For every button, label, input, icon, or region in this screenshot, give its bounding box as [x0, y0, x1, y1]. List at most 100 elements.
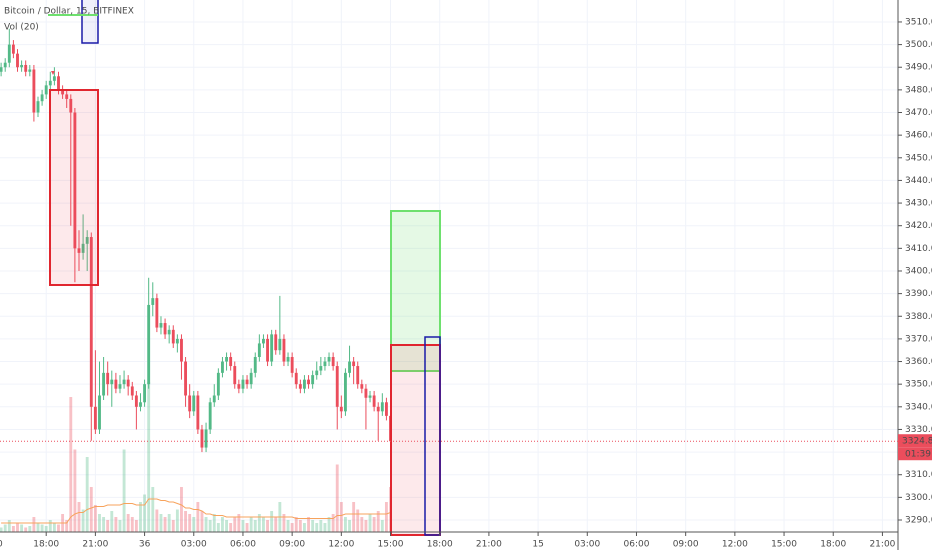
volume-bar: [249, 517, 253, 532]
candle-body: [102, 372, 106, 396]
candle-body: [307, 379, 310, 385]
candle-body: [143, 384, 147, 403]
candle-body: [331, 357, 335, 367]
volume-bar: [44, 526, 48, 532]
candle-body: [184, 361, 188, 396]
volume-bar: [73, 449, 77, 532]
candle-body: [167, 329, 171, 335]
candle-body: [110, 379, 114, 385]
volume-label: Vol (20): [4, 23, 39, 33]
drawn-box: [81, 0, 99, 44]
volume-bar: [147, 382, 151, 532]
volume-bar: [237, 514, 241, 532]
x-tick-label: 06:00: [230, 540, 256, 550]
volume-bar: [233, 517, 237, 532]
y-tick-label: 3430.0: [905, 199, 932, 209]
volume-bar: [171, 520, 175, 532]
volume-bar: [352, 502, 356, 532]
volume-bar: [143, 494, 147, 532]
candle-body: [352, 361, 356, 367]
y-tick-label: 3480.0: [905, 85, 932, 95]
volume-bar: [126, 514, 130, 532]
x-tick-label: 36: [139, 540, 151, 550]
volume-bar: [360, 517, 364, 532]
candle-body: [139, 402, 142, 407]
candle-body: [77, 248, 81, 253]
volume-bar: [139, 502, 142, 532]
volume-bar: [229, 523, 233, 532]
candle-body: [52, 76, 56, 81]
candle-body: [175, 338, 179, 344]
candle-body: [315, 370, 319, 376]
volume-bar: [180, 487, 183, 532]
candle-layer: [0, 28, 392, 453]
candle-body: [3, 62, 7, 68]
x-tick-label: 00: [0, 540, 3, 550]
grid: [0, 0, 898, 532]
candle-body: [163, 323, 167, 335]
candle-body: [348, 361, 351, 373]
volume-bar: [85, 457, 89, 532]
y-tick-label: 3420.0: [905, 221, 932, 231]
y-tick-label: 3300.0: [905, 493, 932, 503]
volume-bar: [303, 523, 306, 532]
candle-body: [81, 243, 85, 253]
x-tick-label: 06:00: [624, 540, 650, 550]
y-tick-label: 3340.0: [905, 402, 932, 412]
candle-body: [327, 357, 331, 362]
candle-body: [57, 76, 60, 90]
volume-bar: [89, 487, 93, 532]
y-tick-label: 3500.0: [905, 40, 932, 50]
volume-bar: [16, 523, 19, 532]
candle-body: [69, 98, 73, 113]
candle-body: [98, 395, 101, 430]
candle-body: [130, 386, 134, 396]
candle-body: [319, 366, 323, 371]
y-tick-label: 3350.0: [905, 380, 932, 390]
y-tick-label: 3360.0: [905, 357, 932, 367]
candle-body: [216, 372, 220, 396]
candle-body: [344, 372, 347, 412]
volume-bar: [257, 514, 261, 532]
candle-body: [221, 361, 224, 373]
x-tick-label: 03:00: [181, 540, 207, 550]
volume-bar: [65, 520, 69, 532]
volume-bar: [0, 527, 3, 532]
volume-bar: [208, 520, 212, 532]
candle-body: [384, 402, 388, 416]
candle-body: [32, 69, 36, 113]
volume-bar: [348, 520, 351, 532]
price-tag: [898, 434, 932, 448]
candle-body: [36, 101, 40, 113]
volume-bar: [286, 520, 290, 532]
x-tick-label: 18:00: [33, 540, 59, 550]
volume-bar: [130, 517, 134, 532]
candle-body: [16, 53, 19, 68]
chart-title: Bitcoin / Dollar, 15, BITFINEX: [4, 7, 134, 17]
candle-body: [372, 395, 376, 407]
volume-bar: [225, 520, 228, 532]
x-tick-label: 21:00: [476, 540, 502, 550]
x-tick-label: 09:00: [673, 540, 699, 550]
candle-body: [134, 395, 138, 407]
volume-bar: [32, 517, 36, 532]
candle-body: [323, 361, 327, 367]
volume-bar: [98, 514, 101, 532]
candle-body: [61, 89, 65, 95]
x-tick-label: 15:00: [771, 540, 797, 550]
candle-body: [282, 338, 286, 362]
volume-bar: [323, 523, 327, 532]
candle-body: [360, 384, 364, 389]
volume-bar: [20, 524, 24, 532]
volume-bar: [175, 509, 179, 532]
volume-bar: [106, 520, 110, 532]
candle-body: [294, 372, 298, 385]
volume-bar: [110, 511, 114, 532]
volume-bar: [274, 517, 278, 532]
price-tag-label: 3324.8: [902, 437, 932, 447]
x-tick-label: 03:00: [574, 540, 600, 550]
volume-bar: [77, 502, 81, 532]
volume-bar: [212, 514, 216, 532]
candle-body: [20, 64, 24, 68]
candle-body: [270, 334, 274, 362]
